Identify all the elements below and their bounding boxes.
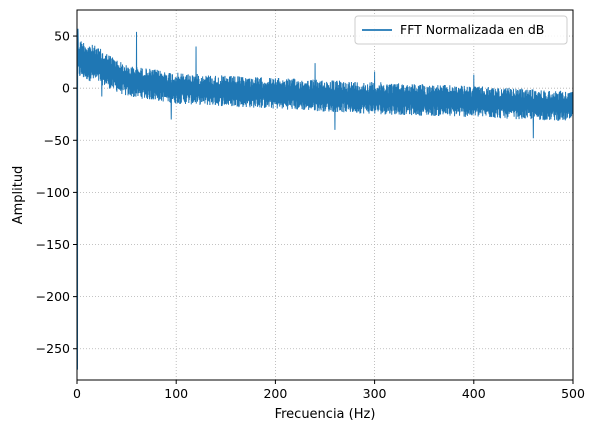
x-tick-label: 400 [462,386,486,401]
legend-box [354,15,568,45]
plot-frame [76,9,574,381]
x-tick-label: 200 [263,386,287,401]
legend-label: FFT Normalizada en dB [400,22,544,37]
y-tick-label: −200 [36,289,70,304]
y-axis-label: Amplitud [11,166,26,225]
y-tick-label: −150 [36,237,70,252]
legend: FFT Normalizada en dB [354,15,568,45]
y-tick-label: −250 [36,341,70,356]
x-tick-label: 300 [363,386,387,401]
x-tick-label: 0 [73,386,81,401]
y-tick-label: 0 [62,81,70,96]
series-line-fft [77,28,573,370]
y-axis-ticks: 50 0 −50 −100 −150 −200 −250 [36,29,77,356]
x-axis-label: Frecuencia (Hz) [275,407,376,422]
x-tick-label: 500 [561,386,585,401]
x-tick-label: 100 [164,386,188,401]
grid-lines [76,10,574,380]
x-axis-ticks: 0 100 200 300 400 500 [73,380,585,401]
y-tick-label: −100 [36,185,70,200]
y-tick-label: −50 [44,133,70,148]
y-tick-label: 50 [54,29,70,44]
